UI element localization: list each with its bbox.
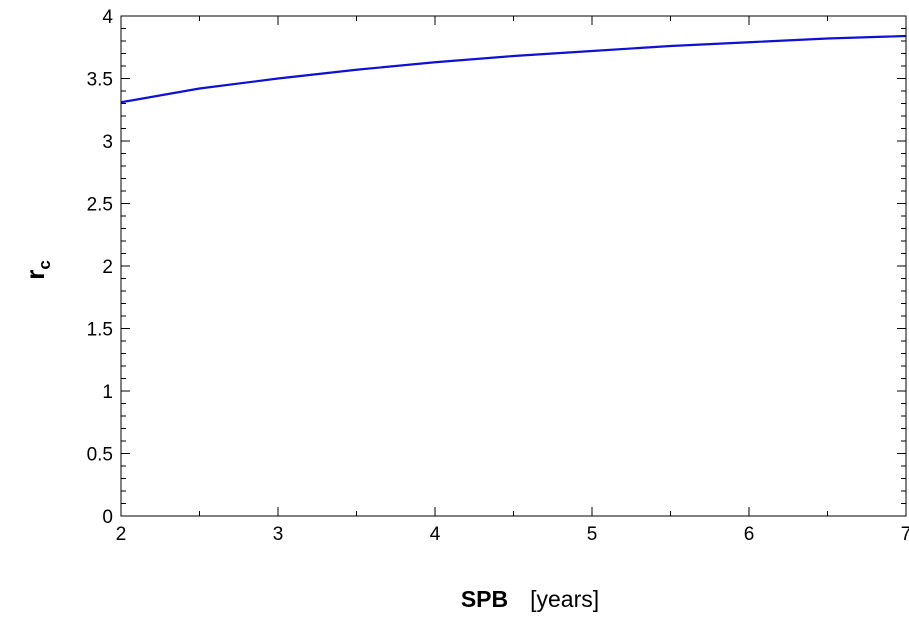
x-tick-label: 6 <box>744 524 755 545</box>
series-layer <box>120 34 907 104</box>
major-ticks <box>120 15 907 517</box>
series-line <box>120 34 907 104</box>
x-tick-label: 2 <box>116 524 127 545</box>
y-axis-label-main: r <box>20 270 50 280</box>
x-tick-label: 7 <box>901 524 909 545</box>
y-axis-label-subscript: c <box>35 260 54 269</box>
x-tick-label: 4 <box>430 524 441 545</box>
x-tick-label: 3 <box>273 524 284 545</box>
y-tick-label: 3 <box>102 132 113 153</box>
y-tick-label: 4 <box>102 7 113 28</box>
y-tick-label: 0 <box>102 507 113 528</box>
plot-frame <box>120 15 907 517</box>
y-tick-label: 3.5 <box>87 70 113 91</box>
y-tick-label: 1 <box>102 382 113 403</box>
x-axis-label: SPB [years] <box>461 586 599 612</box>
x-axis-label-main: SPB <box>461 586 508 612</box>
y-axis-label: rc <box>20 260 54 280</box>
x-tick-labels: 2 3 4 5 6 7 <box>116 524 909 545</box>
y-tick-label: 2.5 <box>87 195 113 216</box>
y-tick-label: 2 <box>102 257 113 278</box>
y-tick-labels: 0 0.5 1 1.5 2 2.5 3 3.5 4 <box>87 7 114 528</box>
y-tick-label: 0.5 <box>87 445 113 466</box>
y-tick-label: 1.5 <box>87 320 113 341</box>
x-tick-label: 5 <box>587 524 598 545</box>
x-axis-label-unit: [years] <box>530 586 599 612</box>
minor-ticks <box>121 16 906 516</box>
